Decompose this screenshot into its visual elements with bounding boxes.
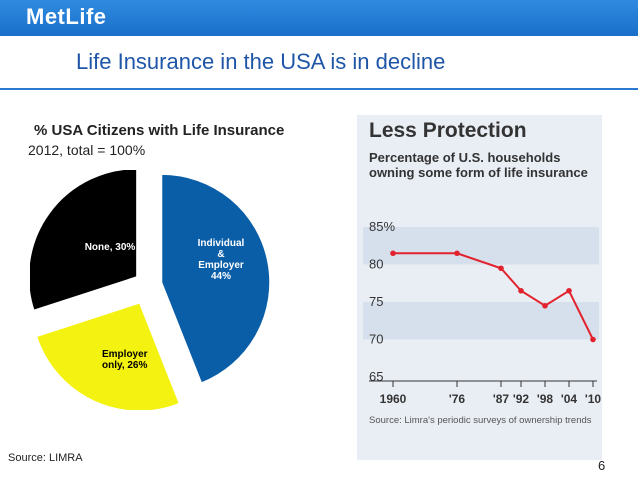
- line-chart-source: Source: Limra's periodic surveys of owne…: [369, 415, 592, 426]
- pie-slice-2: [30, 170, 138, 311]
- chart-band-0: [363, 227, 599, 265]
- y-tick-label: 85%: [369, 219, 395, 234]
- metlife-logo: MetLife: [26, 4, 107, 29]
- x-tick-label: '10: [585, 392, 602, 406]
- data-point: [518, 287, 524, 294]
- pie-label-employer: Employer only, 26%: [102, 349, 148, 371]
- y-tick-label: 80: [369, 257, 383, 272]
- x-tick-label: '98: [537, 392, 554, 406]
- line-chart-subtitle: Percentage of U.S. households owning som…: [369, 150, 588, 180]
- y-tick-label: 70: [369, 332, 383, 347]
- data-point: [498, 265, 504, 272]
- data-point: [566, 287, 572, 294]
- pie-slice-1: [36, 302, 180, 410]
- pie-label-none: None, 30%: [84, 242, 136, 253]
- x-tick-label: 1960: [380, 392, 407, 406]
- chart-band-1: [363, 302, 599, 340]
- pie-slice-0: [161, 173, 271, 384]
- data-point: [590, 336, 596, 343]
- x-tick-label: '87: [493, 392, 510, 406]
- line-chart: 85% 80 75 70 65 1960 '76 '87'92 '98 '04 '10: [363, 219, 602, 406]
- data-point: [542, 302, 548, 309]
- line-chart-title: Less Protection: [369, 119, 527, 142]
- slide-source: Source: LIMRA: [8, 452, 83, 464]
- slide-title: Life Insurance in the USA is in decline: [76, 49, 446, 74]
- pie-chart-subtitle: 2012, total = 100%: [28, 142, 146, 158]
- line-chart-panel: Less Protection Percentage of U.S. house…: [357, 115, 602, 460]
- data-point: [390, 250, 396, 257]
- y-tick-label: 65: [369, 369, 383, 384]
- pie-chart: [30, 170, 271, 410]
- page-number: 6: [598, 458, 606, 473]
- x-tick-label: '04: [561, 392, 578, 406]
- title-divider: [0, 88, 638, 90]
- x-tick-label: '76: [449, 392, 466, 406]
- y-tick-label: 75: [369, 294, 383, 309]
- data-point: [454, 250, 460, 257]
- pie-chart-title: % USA Citizens with Life Insurance: [34, 122, 285, 139]
- x-tick-label: '92: [513, 392, 530, 406]
- header-bar: MetLife: [0, 0, 638, 36]
- pie-label-individual: Individual & Employer 44%: [197, 238, 245, 282]
